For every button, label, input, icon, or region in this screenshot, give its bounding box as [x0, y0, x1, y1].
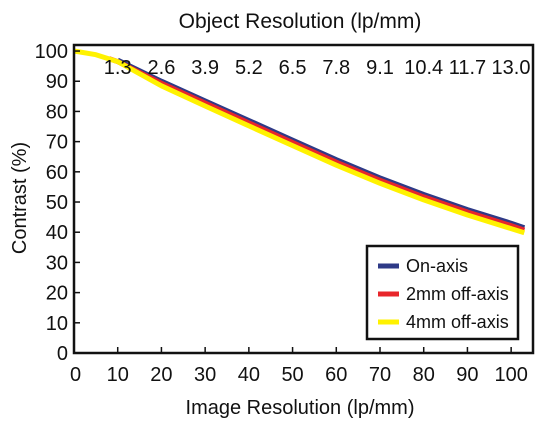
y-tick-label: 50 — [46, 192, 68, 214]
x-tick-label: 50 — [281, 364, 303, 386]
plot-frame — [72, 43, 535, 355]
series-layer — [73, 48, 526, 236]
legend-label: 2mm off-axis — [406, 284, 509, 304]
series-line — [73, 48, 526, 236]
x-tick-label: 40 — [238, 364, 260, 386]
legend: On-axis 2mm off-axis 4mm off-axis — [365, 244, 520, 341]
y-tick-label: 40 — [46, 222, 68, 244]
top-tick-label: 10.4 — [404, 57, 443, 79]
top-tick-label: 11.7 — [449, 57, 486, 79]
x-tick-label: 30 — [194, 364, 216, 386]
x-axis-label: Image Resolution (lp/mm) — [186, 397, 415, 419]
y-tick-label: 90 — [46, 71, 68, 93]
x-tick-label: 10 — [107, 364, 129, 386]
y-tick-label: 20 — [46, 283, 68, 305]
legend-label: On-axis — [406, 256, 468, 276]
top-tick-label: 2.6 — [148, 57, 176, 79]
legend-label: 4mm off-axis — [406, 312, 509, 332]
x-tick-label: 90 — [456, 364, 478, 386]
x-tick-label: 70 — [369, 364, 391, 386]
y-axis-label: Contrast (%) — [9, 142, 31, 254]
top-tick-label: 5.2 — [235, 57, 263, 79]
top-tick-label: 7.8 — [322, 57, 350, 79]
x-tick-label: 60 — [325, 364, 347, 386]
chart-title: Object Resolution (lp/mm) — [179, 10, 422, 33]
x-tick-label: 100 — [494, 364, 527, 386]
series-line — [116, 57, 526, 231]
y-tick-label: 70 — [46, 132, 68, 154]
y-tick-label: 80 — [46, 101, 68, 123]
y-tick-label: 30 — [46, 252, 68, 274]
y-tick-label: 0 — [57, 343, 68, 365]
y-tick-label: 60 — [46, 162, 68, 184]
x-tick-label: 80 — [413, 364, 435, 386]
y-tick-label: 10 — [46, 313, 68, 335]
top-tick-label: 1.3 — [104, 57, 132, 79]
top-tick-label: 9.1 — [366, 57, 394, 79]
top-tick-label: 13.0 — [492, 57, 531, 79]
top-tick-label: 3.9 — [191, 57, 219, 79]
y-tick-label: 100 — [35, 41, 68, 63]
tick-layer: 0 10 20 30 40 50 60 70 80 90 100 0 10 20 30 40 50 60 70 80 9… — [35, 41, 531, 386]
top-tick-label: 6.5 — [279, 57, 307, 79]
x-tick-label: 0 — [70, 364, 81, 386]
x-tick-label: 20 — [150, 364, 172, 386]
